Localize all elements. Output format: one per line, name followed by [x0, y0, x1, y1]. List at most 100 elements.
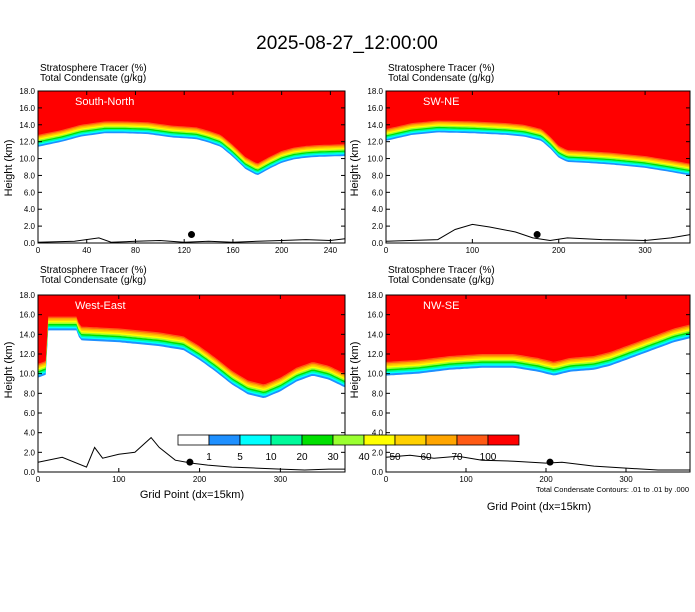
y-axis-title: Height (km)	[349, 342, 361, 399]
y-tick-label: 18.0	[367, 291, 383, 300]
panel-sw-ne: Stratosphere Tracer (%) Total Condensate…	[349, 63, 691, 255]
panel-label: SW-NE	[423, 96, 459, 108]
x-axis-title: Grid Point (dx=15km)	[140, 489, 244, 501]
colorbar-label: 40	[358, 452, 370, 463]
y-tick-label: 0.0	[24, 239, 36, 248]
y-tick-label: 14.0	[19, 121, 35, 130]
colorbar-swatch	[301, 434, 334, 446]
panel-label: West-East	[75, 300, 126, 312]
panel-label: NW-SE	[423, 300, 459, 312]
terrain-line	[37, 237, 346, 243]
colorbar-swatch	[394, 434, 427, 446]
panel-header-line1: Stratosphere Tracer (%)	[40, 265, 147, 276]
y-tick-label: 16.0	[19, 311, 35, 320]
panel-nw-se: Stratosphere Tracer (%) Total Condensate…	[349, 265, 691, 513]
y-tick-label: 0.0	[372, 468, 384, 477]
y-tick-label: 16.0	[367, 104, 383, 113]
x-tick-label: 300	[274, 475, 288, 484]
colorbar-label: 70	[451, 452, 463, 463]
y-tick-label: 18.0	[19, 87, 35, 96]
y-tick-label: 2.0	[24, 448, 36, 457]
y-tick-label: 14.0	[367, 330, 383, 339]
terrain-line	[37, 436, 345, 471]
colorbar-label: 1	[206, 452, 212, 463]
colorbar-swatch	[270, 434, 303, 446]
y-tick-label: 4.0	[372, 205, 384, 214]
x-tick-label: 40	[82, 246, 91, 255]
plot-area: NW-SE 0.0 2.0 4.0 6.0 8.0 10.0 12.0 14.0 16.0 18.0…	[367, 291, 691, 484]
panel-west-east: Stratosphere Tracer (%) Total Condensate…	[3, 265, 346, 501]
y-tick-label: 2.0	[24, 222, 36, 231]
y-axis-title: Height (km)	[3, 342, 15, 399]
y-tick-label: 6.0	[372, 188, 384, 197]
x-tick-label: 0	[384, 246, 389, 255]
panel-header-line1: Stratosphere Tracer (%)	[40, 63, 147, 74]
tracer-band	[386, 91, 690, 164]
plot-frame	[37, 294, 346, 473]
y-tick-label: 10.0	[19, 370, 35, 379]
colorbar-label: 60	[420, 452, 432, 463]
x-tick-label: 100	[459, 475, 473, 484]
y-tick-label: 16.0	[19, 104, 35, 113]
location-marker	[546, 458, 554, 466]
y-tick-label: 16.0	[367, 311, 383, 320]
colorbar-swatch	[425, 434, 458, 446]
plot-frame	[385, 294, 691, 473]
colorbar-swatch	[363, 434, 396, 446]
location-marker	[186, 458, 194, 466]
plot-area: South-North 0.0 2.0 4.0 6.0 8.0 10.0 12.0 14.0 16…	[19, 87, 346, 255]
x-tick-label: 300	[619, 475, 633, 484]
y-tick-label: 18.0	[19, 291, 35, 300]
y-tick-label: 8.0	[372, 389, 384, 398]
panel-header-line2: Total Condensate (g/kg)	[40, 73, 146, 84]
panel-header-line1: Stratosphere Tracer (%)	[388, 63, 495, 74]
colorbar-label: 50	[389, 452, 401, 463]
colorbar-label: 20	[296, 452, 308, 463]
contour-footnote: Total Condensate Contours: .01 to .01 by…	[536, 485, 689, 494]
y-tick-label: 8.0	[24, 171, 36, 180]
terrain-line	[385, 454, 690, 471]
x-tick-label: 200	[552, 246, 566, 255]
panel-header-line2: Total Condensate (g/kg)	[388, 73, 494, 84]
y-axis-title: Height (km)	[3, 140, 15, 197]
tracer-band	[386, 295, 690, 362]
y-tick-label: 14.0	[367, 121, 383, 130]
figure-title: 2025-08-27_12:00:00	[256, 33, 438, 54]
y-tick-label: 8.0	[372, 171, 384, 180]
y-tick-label: 12.0	[367, 138, 383, 147]
x-tick-label: 160	[226, 246, 240, 255]
y-tick-label: 12.0	[19, 350, 35, 359]
y-tick-label: 6.0	[24, 409, 36, 418]
y-tick-label: 6.0	[24, 188, 36, 197]
colorbar-label: 30	[327, 452, 339, 463]
y-tick-label: 12.0	[19, 138, 35, 147]
x-tick-label: 300	[638, 246, 652, 255]
colorbar: 1 5 10 20 30 40 50 60 70 100	[177, 434, 520, 463]
colorbar-swatch	[487, 434, 520, 446]
panel-header-line1: Stratosphere Tracer (%)	[388, 265, 495, 276]
x-tick-label: 0	[36, 246, 41, 255]
y-tick-label: 2.0	[372, 448, 384, 457]
y-tick-label: 0.0	[372, 239, 384, 248]
plot-frame	[37, 90, 346, 244]
y-tick-label: 8.0	[24, 389, 36, 398]
colorbar-label: 5	[237, 452, 243, 463]
tracer-band	[38, 295, 345, 385]
x-tick-label: 200	[193, 475, 207, 484]
y-tick-label: 14.0	[19, 330, 35, 339]
tracer-band	[38, 91, 345, 164]
colorbar-label: 10	[265, 452, 277, 463]
plot-frame	[385, 90, 691, 244]
x-tick-label: 100	[466, 246, 480, 255]
x-tick-label: 240	[324, 246, 338, 255]
y-tick-label: 10.0	[367, 370, 383, 379]
y-tick-label: 0.0	[24, 468, 36, 477]
panel-header-line2: Total Condensate (g/kg)	[388, 275, 494, 286]
x-tick-label: 0	[384, 475, 389, 484]
plot-area: SW-NE 0.0 2.0 4.0 6.0 8.0 10.0 12.0 14.0 16.0 18.0…	[367, 87, 691, 255]
y-tick-label: 18.0	[367, 87, 383, 96]
y-tick-label: 4.0	[372, 429, 384, 438]
y-tick-label: 4.0	[24, 205, 36, 214]
y-axis-title: Height (km)	[349, 140, 361, 197]
